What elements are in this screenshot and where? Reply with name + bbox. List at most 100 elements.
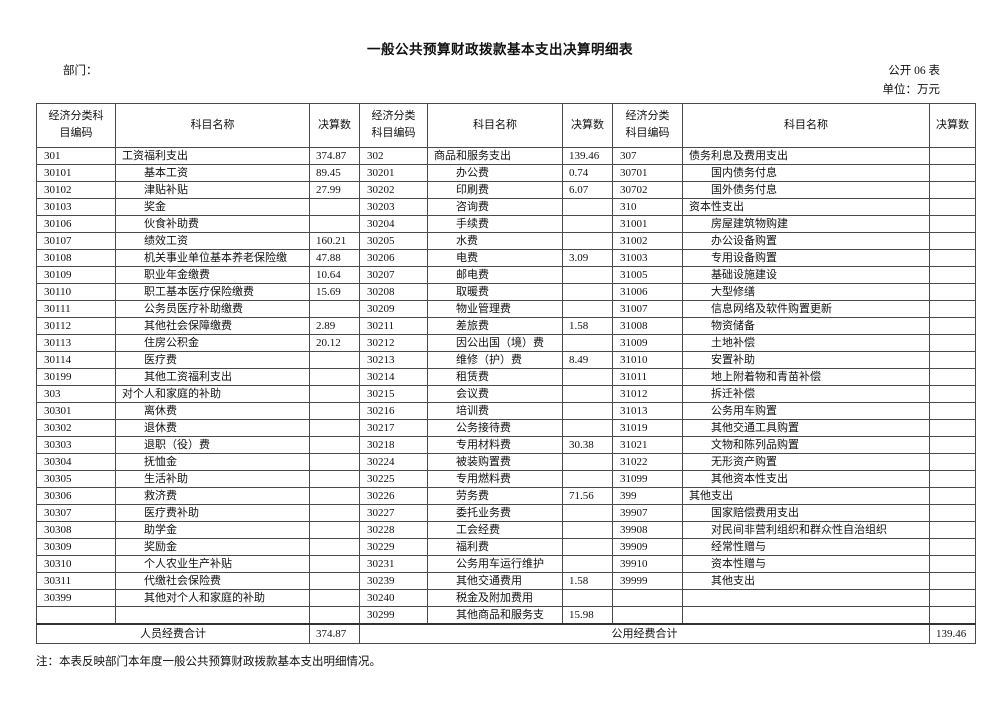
- value-cell: [562, 469, 613, 488]
- name-cell: 差旅费: [427, 316, 563, 335]
- table-note: 注：本表反映部门本年度一般公共预算财政拨款基本支出明细情况。: [36, 655, 381, 668]
- name-cell: 其他交通费用: [427, 571, 563, 590]
- code-cell: 30228: [359, 520, 428, 539]
- name-cell: 医疗费: [115, 350, 310, 369]
- table-row: 30301 离休费 30216 培训费 31013 公务用车购置: [36, 401, 976, 420]
- value-cell: 374.87: [309, 146, 360, 165]
- meta-right: 公开 06 表 单位：万元: [883, 62, 941, 100]
- value-cell: [929, 163, 976, 182]
- code-cell: 30103: [36, 197, 116, 216]
- code-cell: 30201: [359, 163, 428, 182]
- table-row: 30114 医疗费 30213 维修（护）费 8.49 31010 安置补助: [36, 350, 976, 369]
- code-cell: [36, 605, 116, 625]
- name-cell: 其他商品和服务支: [427, 605, 563, 625]
- name-cell: 住房公积金: [115, 333, 310, 352]
- name-cell: 基本工资: [115, 163, 310, 182]
- code-cell: 302: [359, 146, 428, 165]
- value-cell: [562, 452, 613, 471]
- value-cell: 6.07: [562, 180, 613, 199]
- code-cell: 31011: [612, 367, 683, 386]
- value-cell: [929, 197, 976, 216]
- name-cell: 个人农业生产补贴: [115, 554, 310, 573]
- code-cell: 30213: [359, 350, 428, 369]
- name-cell: 资本性赠与: [682, 554, 930, 573]
- name-cell: 物业管理费: [427, 299, 563, 318]
- value-cell: [929, 571, 976, 590]
- code-cell: 30208: [359, 282, 428, 301]
- header-value-col-2: 决算数: [562, 102, 613, 148]
- code-cell: 39907: [612, 503, 683, 522]
- value-cell: [309, 469, 360, 488]
- code-cell: 30199: [36, 367, 116, 386]
- table-row: 30199 其他工资福利支出 30214 租赁费 31011 地上附着物和青苗补偿: [36, 367, 976, 386]
- value-cell: [929, 350, 976, 369]
- table-row: 30310 个人农业生产补贴 30231 公务用车运行维护 39910 资本性赠与: [36, 554, 976, 573]
- name-cell: 办公设备购置: [682, 231, 930, 250]
- name-cell: [115, 605, 310, 625]
- code-cell: 30227: [359, 503, 428, 522]
- value-cell: [929, 316, 976, 335]
- value-cell: [309, 384, 360, 403]
- code-cell: 39908: [612, 520, 683, 539]
- value-cell: [929, 299, 976, 318]
- name-cell: 职工基本医疗保险缴费: [115, 282, 310, 301]
- name-cell: 退职（役）费: [115, 435, 310, 454]
- value-cell: [929, 469, 976, 488]
- value-cell: 89.45: [309, 163, 360, 182]
- header-name-col-2: 科目名称: [427, 102, 563, 148]
- name-cell: 工资福利支出: [115, 146, 310, 165]
- page-title: 一般公共预算财政拨款基本支出决算明细表: [367, 42, 633, 57]
- name-cell: 工会经费: [427, 520, 563, 539]
- code-cell: 30301: [36, 401, 116, 420]
- value-cell: [309, 197, 360, 216]
- value-cell: [929, 214, 976, 233]
- code-cell: 30310: [36, 554, 116, 573]
- table-row: 30103 奖金 30203 咨询费 310 资本性支出: [36, 197, 976, 216]
- value-cell: [929, 605, 976, 625]
- code-cell: 30299: [359, 605, 428, 625]
- value-cell: [309, 486, 360, 505]
- value-cell: 27.99: [309, 180, 360, 199]
- code-cell: 30203: [359, 197, 428, 216]
- value-cell: [929, 248, 976, 267]
- totals-row: 人员经费合计 374.87 公用经费合计 139.46: [36, 622, 976, 644]
- name-cell: 退休费: [115, 418, 310, 437]
- code-cell: 30239: [359, 571, 428, 590]
- code-cell: 31007: [612, 299, 683, 318]
- code-cell: 30207: [359, 265, 428, 284]
- code-cell: 31008: [612, 316, 683, 335]
- name-cell: 对民间非营利组织和群众性自治组织: [682, 520, 930, 539]
- name-cell: 咨询费: [427, 197, 563, 216]
- value-cell: [562, 197, 613, 216]
- code-cell: 31001: [612, 214, 683, 233]
- name-cell: 其他支出: [682, 571, 930, 590]
- name-cell: 安置补助: [682, 350, 930, 369]
- name-cell: 手续费: [427, 214, 563, 233]
- table-row: 30309 奖励金 30229 福利费 39909 经常性赠与: [36, 537, 976, 556]
- table-row: 30308 助学金 30228 工会经费 39908 对民间非营利组织和群众性自治组织: [36, 520, 976, 539]
- code-cell: 30309: [36, 537, 116, 556]
- name-cell: 会议费: [427, 384, 563, 403]
- name-cell: 其他工资福利支出: [115, 367, 310, 386]
- value-cell: 15.98: [562, 605, 613, 625]
- value-cell: 71.56: [562, 486, 613, 505]
- code-cell: 31005: [612, 265, 683, 284]
- table-row: 30306 救济费 30226 劳务费 71.56 399 其他支出: [36, 486, 976, 505]
- name-cell: 国内债务付息: [682, 163, 930, 182]
- value-cell: [309, 537, 360, 556]
- table-row: 30112 其他社会保障缴费 2.89 30211 差旅费 1.58 31008 物资储备: [36, 316, 976, 335]
- name-cell: 其他对个人和家庭的补助: [115, 588, 310, 607]
- code-cell: 31099: [612, 469, 683, 488]
- name-cell: 信息网络及软件购置更新: [682, 299, 930, 318]
- code-cell: 30111: [36, 299, 116, 318]
- table-row: 30299 其他商品和服务支 15.98: [36, 605, 976, 625]
- value-cell: 10.64: [309, 265, 360, 284]
- value-cell: [309, 520, 360, 539]
- code-cell: 31009: [612, 333, 683, 352]
- table-row: 30311 代缴社会保险费 30239 其他交通费用 1.58 39999 其他支出: [36, 571, 976, 590]
- name-cell: 其他社会保障缴费: [115, 316, 310, 335]
- table-row: 30307 医疗费补助 30227 委托业务费 39907 国家赔偿费用支出: [36, 503, 976, 522]
- code-cell: 30218: [359, 435, 428, 454]
- value-cell: [309, 214, 360, 233]
- value-cell: [562, 214, 613, 233]
